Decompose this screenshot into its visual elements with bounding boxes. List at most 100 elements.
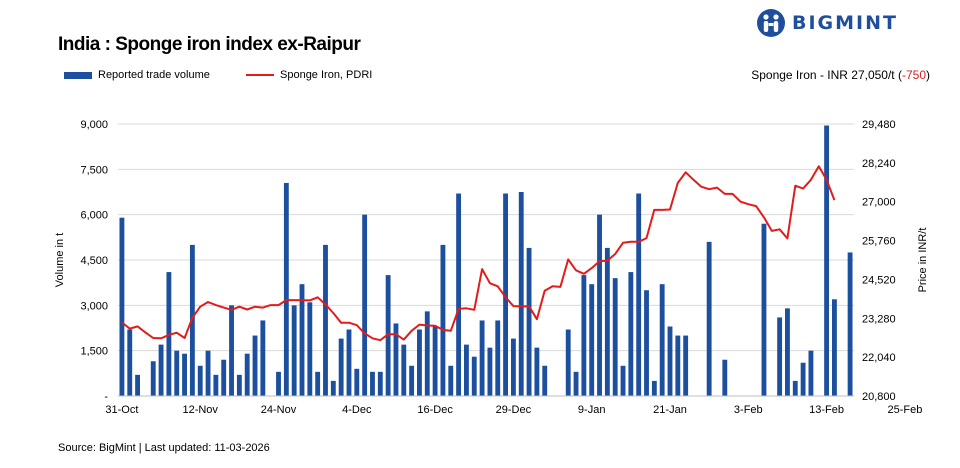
- volume-bar: [706, 241, 712, 396]
- volume-bar: [417, 329, 422, 396]
- volume-bar: [526, 247, 532, 396]
- price-line-group: [121, 165, 836, 342]
- volume-bar: [291, 305, 297, 396]
- x-tick-label: 24-Nov: [261, 404, 297, 416]
- volume-bar: [518, 192, 524, 396]
- volume-bar: [409, 365, 415, 396]
- price-line: [121, 165, 836, 342]
- legend-volume: Reported trade volume: [64, 69, 210, 81]
- volume-bar: [604, 247, 610, 396]
- volume-bar: [346, 329, 352, 396]
- y-tick-label: -: [104, 391, 108, 403]
- legend-bar-swatch: [64, 71, 92, 79]
- volume-bar: [777, 317, 783, 396]
- volume-bar: [377, 371, 383, 396]
- volume-bar: [808, 350, 814, 396]
- volume-bar: [276, 371, 281, 396]
- volume-bar: [393, 323, 399, 396]
- y2-tick-label: 23,280: [862, 313, 896, 325]
- legend-price: Sponge Iron, PDRI: [246, 69, 372, 81]
- volume-bar: [620, 365, 626, 396]
- legend-line-swatch: [246, 74, 274, 76]
- volume-bar: [644, 290, 649, 396]
- volume-bar: [628, 272, 634, 396]
- source-note: Source: BigMint | Last updated: 11-03-20…: [58, 442, 270, 454]
- volume-bar: [831, 299, 837, 396]
- volume-bar: [135, 374, 141, 396]
- volume-bar: [824, 125, 830, 396]
- volume-bar: [260, 320, 266, 396]
- volume-bar: [675, 335, 681, 396]
- volume-bar: [761, 223, 767, 396]
- volume-bar: [651, 380, 657, 396]
- volume-bar: [205, 350, 211, 396]
- volume-bar: [307, 302, 313, 396]
- volume-bar: [244, 353, 250, 396]
- x-tick-label: 29-Dec: [496, 404, 532, 416]
- x-tick-label: 25-Feb: [887, 404, 922, 416]
- volume-bar: [236, 374, 242, 396]
- logo-text: BIGMINT: [792, 12, 898, 34]
- volume-bar: [534, 347, 540, 396]
- volume-bar: [315, 371, 321, 396]
- volume-bar: [158, 344, 164, 396]
- volume-bar: [385, 275, 391, 396]
- y2-axis-title: Price in INR/t: [917, 228, 929, 293]
- volume-bar: [456, 193, 462, 396]
- volume-bar: [197, 365, 203, 396]
- volume-bar: [330, 380, 336, 396]
- y2-tick-label: 22,040: [862, 352, 896, 364]
- volume-bar: [503, 193, 509, 396]
- volume-bar: [785, 308, 790, 396]
- x-tick-label: 21-Jan: [653, 404, 687, 416]
- volume-bar: [401, 344, 407, 396]
- x-tick-label: 9-Jan: [578, 404, 606, 416]
- price-change: -750: [901, 68, 926, 82]
- volume-bar: [323, 244, 328, 396]
- price-note-suffix: ): [926, 68, 930, 82]
- volume-bar: [362, 214, 368, 396]
- y2-tick-label: 25,760: [862, 236, 896, 248]
- x-tick-label: 31-Oct: [105, 404, 138, 416]
- y-axis-title: Volume in t: [54, 233, 66, 287]
- volume-bar: [252, 335, 258, 396]
- volume-bar: [683, 335, 689, 396]
- price-note-prefix: Sponge Iron - INR 27,050/t (: [751, 68, 902, 82]
- volume-bar: [119, 217, 125, 396]
- volume-bar: [448, 365, 454, 396]
- volume-bar: [659, 284, 665, 396]
- volume-bar: [338, 338, 344, 396]
- volume-bar: [722, 359, 728, 396]
- volume-bar: [589, 284, 595, 396]
- volume-bar: [565, 329, 571, 396]
- volume-bar: [424, 311, 430, 396]
- volume-bar: [636, 193, 642, 396]
- volume-bar: [800, 362, 806, 396]
- volume-bar: [283, 182, 289, 396]
- volume-bars: [119, 125, 853, 396]
- y2-tick-label: 24,520: [862, 274, 896, 286]
- volume-bar: [792, 380, 798, 396]
- y-tick-label: 3,000: [80, 300, 108, 312]
- y-tick-label: 7,500: [80, 164, 108, 176]
- bigmint-logo: BIGMINT: [756, 8, 926, 38]
- volume-bar: [847, 252, 853, 396]
- volume-bar: [542, 365, 548, 396]
- volume-bar: [182, 353, 187, 396]
- price-note: Sponge Iron - INR 27,050/t (-750): [751, 68, 930, 82]
- volume-bar: [127, 329, 133, 396]
- volume-bar: [174, 350, 180, 396]
- axes: - 1,500 3,000 4,500 6,000 7,500 9,000 20,800 22,…: [54, 119, 929, 416]
- x-tick-label: 13-Feb: [809, 404, 844, 416]
- legend-line-label: Sponge Iron, PDRI: [280, 69, 373, 81]
- volume-bar: [479, 320, 485, 396]
- volume-bar: [432, 326, 438, 396]
- volume-bar: [667, 326, 673, 396]
- volume-bar: [597, 214, 602, 396]
- x-tick-label: 12-Nov: [182, 404, 218, 416]
- volume-bar: [150, 361, 156, 396]
- y-tick-label: 1,500: [80, 346, 108, 358]
- volume-bar: [495, 320, 501, 396]
- volume-bar: [370, 371, 375, 396]
